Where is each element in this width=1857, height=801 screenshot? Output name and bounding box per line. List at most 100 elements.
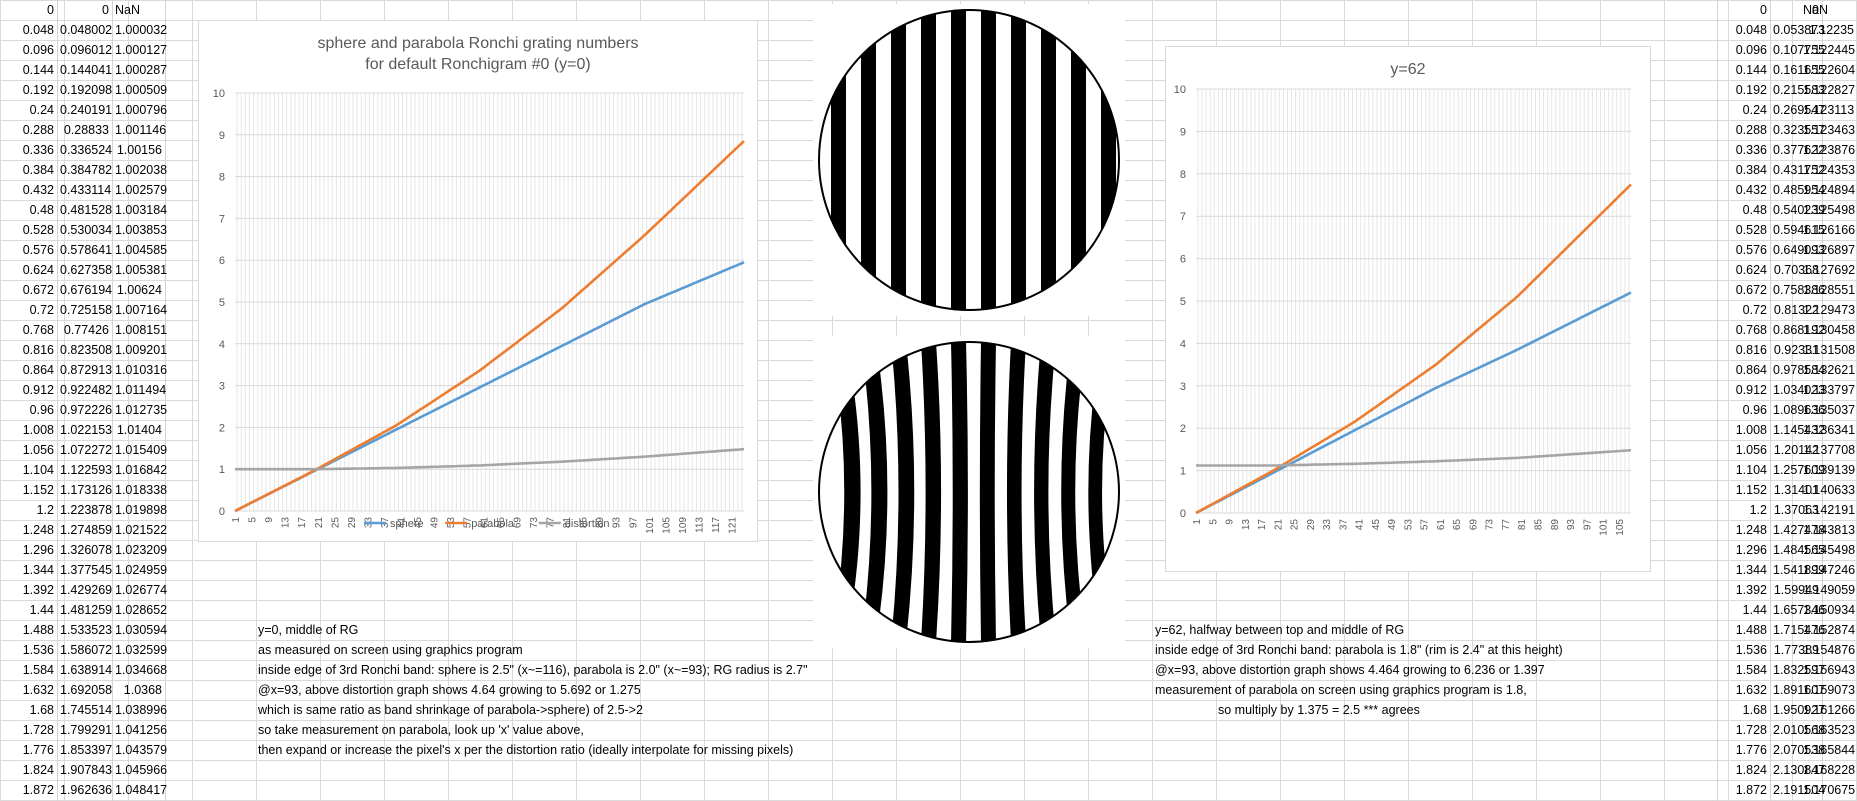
right-cell[interactable]: 1.20142 [1773,443,1819,457]
left-cell[interactable]: 0.384782 [60,163,113,177]
left-cell[interactable]: 1.005381 [115,263,168,277]
left-cell[interactable]: 1.000796 [115,103,168,117]
right-cell[interactable]: 0.48 [1742,203,1767,217]
left-cell[interactable]: 1.152 [22,483,54,497]
left-cell[interactable]: 1.344 [22,563,54,577]
left-cell[interactable]: 0.768 [22,323,54,337]
left-cell[interactable]: 0.096012 [60,43,113,57]
right-cell[interactable]: 1.122445 [1803,43,1856,57]
right-cell[interactable]: 1.130458 [1803,323,1856,337]
left-cell[interactable]: 1.68 [29,703,54,717]
right-cell[interactable]: 1.152 [1735,483,1767,497]
left-cell[interactable]: 1.008 [22,423,54,437]
right-cell[interactable]: 1.77389 [1773,643,1819,657]
left-cell[interactable]: 1.019898 [115,503,168,517]
right-cell[interactable]: 0.540239 [1773,203,1826,217]
left-cell[interactable]: 0.384 [22,163,54,177]
left-cell[interactable]: 1.481259 [60,603,113,617]
left-cell[interactable]: 1.011494 [115,383,167,397]
right-cell[interactable]: 0.24 [1742,103,1767,117]
right-cell[interactable]: 0.978584 [1773,363,1826,377]
right-cell[interactable]: 1.123113 [1803,103,1855,117]
right-cell[interactable]: 1.124353 [1803,163,1856,177]
right-cell[interactable]: 1.872 [1735,783,1767,797]
left-cell[interactable]: 1.015409 [115,443,168,457]
left-cell[interactable]: 0.912 [22,383,54,397]
left-cell[interactable]: 0.816 [22,343,54,357]
right-cell[interactable]: 1.536 [1735,643,1767,657]
left-cell[interactable]: 1.000127 [115,43,168,57]
left-cell[interactable]: 1.003184 [115,203,168,217]
left-cell[interactable]: 0.77426 [63,323,109,337]
left-cell[interactable]: 1.004585 [115,243,168,257]
right-cell[interactable]: 0.868192 [1773,323,1826,337]
left-cell[interactable]: 1.041256 [115,723,168,737]
right-cell[interactable]: 1.950927 [1773,703,1826,717]
right-cell[interactable]: 0.323557 [1773,123,1826,137]
left-header-cell[interactable]: 0 [47,3,54,17]
left-cell[interactable]: 0.288 [22,123,54,137]
right-cell[interactable]: 1.154876 [1803,643,1856,657]
left-cell[interactable]: 1.000032 [115,23,168,37]
left-cell[interactable]: 1.776 [22,743,54,757]
left-cell[interactable]: 1.632 [22,683,54,697]
right-cell[interactable]: 1.161266 [1803,703,1856,717]
right-cell[interactable]: 0.96 [1742,403,1767,417]
left-cell[interactable]: 1.392 [22,583,54,597]
right-cell[interactable]: 1.129473 [1803,303,1856,317]
left-cell[interactable]: 1.296 [22,543,54,557]
right-cell[interactable]: 0.72 [1742,303,1767,317]
right-cell[interactable]: 1.137708 [1803,443,1856,457]
left-cell[interactable]: 0.725158 [60,303,113,317]
left-cell[interactable]: 0.672 [22,283,54,297]
left-cell[interactable]: 1.012735 [115,403,168,417]
left-cell[interactable]: 0.28833 [63,123,109,137]
right-cell[interactable]: 0.053873 [1773,23,1826,37]
left-cell[interactable]: 1.173126 [60,483,113,497]
left-cell[interactable]: 1.009201 [115,343,168,357]
right-cell[interactable]: 1.034023 [1773,383,1826,397]
right-cell[interactable]: 1.163523 [1803,723,1856,737]
right-cell[interactable]: 1.104 [1735,463,1767,477]
left-cell[interactable]: 0.192 [22,83,54,97]
left-cell[interactable]: 1.104 [22,463,54,477]
right-cell[interactable]: 0.107755 [1773,43,1826,57]
left-cell[interactable]: 1.377545 [60,563,113,577]
left-cell[interactable]: 1.048417 [115,783,168,797]
right-cell[interactable]: 1.168228 [1803,763,1856,777]
right-cell[interactable]: 1.123463 [1803,123,1856,137]
right-cell[interactable]: 1.170675 [1803,783,1856,797]
right-cell[interactable]: 1.122827 [1803,83,1856,97]
chart-y62[interactable]: y=62 0 1 2 3 4 5 6 7 8 9 10 1 5 9 13 17 21 25 29 33 37 41 45 49… [1165,46,1651,572]
left-cell[interactable]: 1.038996 [115,703,168,717]
right-cell[interactable]: 0.816 [1735,343,1767,357]
right-cell[interactable]: 1.12235 [1808,23,1854,37]
left-cell[interactable]: 0.872913 [60,363,113,377]
right-cell[interactable]: 1.128551 [1803,283,1856,297]
left-cell[interactable]: 1.907843 [60,763,113,777]
left-cell[interactable]: 0.432 [22,183,54,197]
left-cell[interactable]: 0.627358 [60,263,113,277]
left-cell[interactable]: 1.584 [22,663,54,677]
left-cell[interactable]: 0.72 [29,303,54,317]
right-cell[interactable]: 1.149059 [1803,583,1856,597]
left-cell[interactable]: 1.824 [22,763,54,777]
right-header-cell[interactable]: 0 [1812,3,1819,17]
right-cell[interactable]: 1.122604 [1803,63,1856,77]
left-cell[interactable]: 1.021522 [115,523,168,537]
right-cell[interactable]: 0.144 [1735,63,1767,77]
left-cell[interactable]: 1.248 [22,523,54,537]
right-cell[interactable]: 1.165844 [1803,743,1856,757]
left-cell[interactable]: 0.192098 [60,83,113,97]
right-cell[interactable]: 0.70368 [1773,263,1819,277]
left-cell[interactable]: 1.638914 [60,663,113,677]
right-cell[interactable]: 0.649093 [1773,243,1826,257]
left-cell[interactable]: 0.576 [22,243,54,257]
right-cell[interactable]: 1.127692 [1803,263,1856,277]
left-cell[interactable]: 1.799291 [60,723,113,737]
left-cell[interactable]: 1.728 [22,723,54,737]
left-cell[interactable]: 1.072272 [60,443,113,457]
right-cell[interactable]: 1.150934 [1803,603,1856,617]
left-header-cell[interactable]: 0 [102,3,109,17]
